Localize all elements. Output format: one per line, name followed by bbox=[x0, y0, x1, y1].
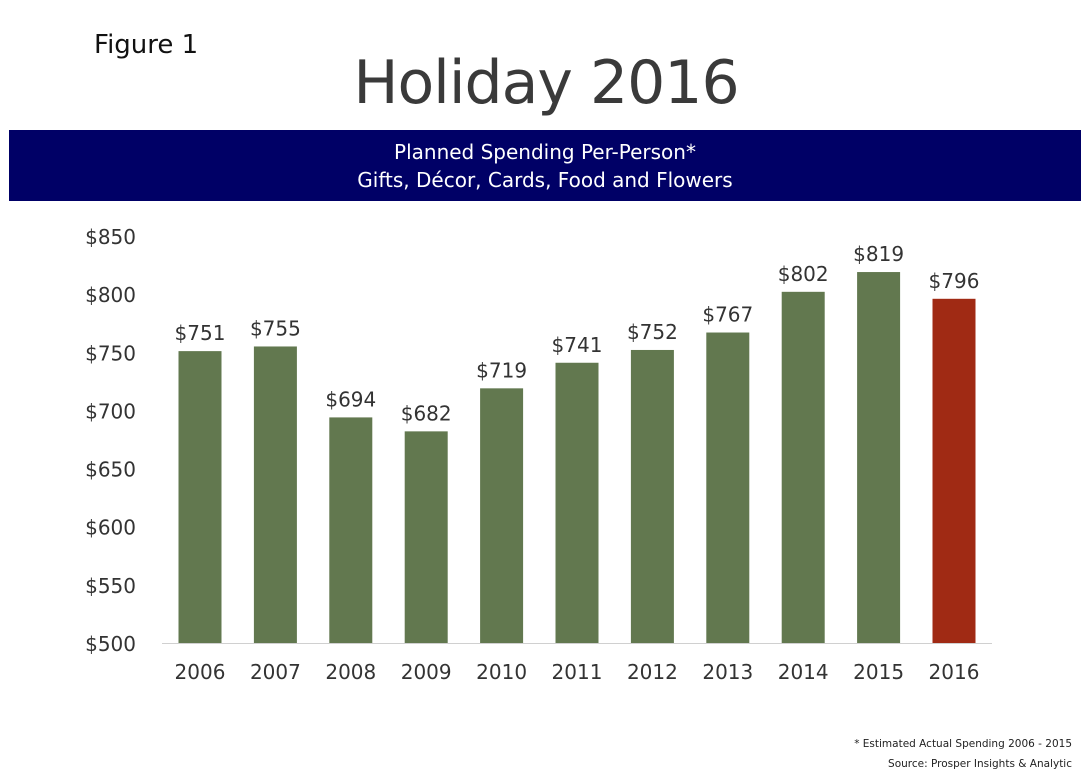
y-tick-label: $650 bbox=[85, 458, 136, 482]
bar-2013 bbox=[706, 332, 750, 643]
bar-2007 bbox=[253, 346, 297, 643]
data-label: $741 bbox=[552, 333, 603, 357]
x-tick-label: 2012 bbox=[627, 660, 678, 684]
page-title: Holiday 2016 bbox=[353, 48, 739, 118]
y-tick-label: $600 bbox=[85, 516, 136, 540]
data-label: $767 bbox=[702, 303, 753, 327]
bar-2008 bbox=[329, 417, 373, 643]
footnote: * Estimated Actual Spending 2006 - 2015 bbox=[854, 738, 1072, 750]
data-label: $751 bbox=[175, 321, 226, 345]
x-tick-label: 2007 bbox=[250, 660, 301, 684]
y-tick-label: $700 bbox=[85, 399, 136, 423]
x-tick-label: 2006 bbox=[175, 660, 226, 684]
bar-2012 bbox=[630, 349, 674, 643]
bar-2010 bbox=[480, 388, 524, 643]
x-tick-label: 2014 bbox=[778, 660, 829, 684]
bar-2014 bbox=[781, 291, 825, 643]
x-tick-label: 2011 bbox=[552, 660, 603, 684]
x-tick-label: 2009 bbox=[401, 660, 452, 684]
data-label: $796 bbox=[929, 269, 980, 293]
y-tick-label: $800 bbox=[85, 283, 136, 307]
figure-label: Figure 1 bbox=[94, 30, 199, 60]
data-label: $694 bbox=[325, 387, 376, 411]
data-label: $682 bbox=[401, 401, 452, 425]
x-tick-label: 2013 bbox=[702, 660, 753, 684]
chart-subtitle: Gifts, Décor, Cards, Food and Flowers bbox=[357, 168, 733, 192]
chart-title-banner: Planned Spending Per-Person* Gifts, Déco… bbox=[9, 130, 1081, 201]
x-tick-label: 2016 bbox=[929, 660, 980, 684]
y-tick-label: $550 bbox=[85, 574, 136, 598]
data-label: $802 bbox=[778, 262, 829, 286]
x-tick-label: 2010 bbox=[476, 660, 527, 684]
bar-2011 bbox=[555, 362, 599, 643]
bar-2006 bbox=[178, 351, 222, 643]
bar-2009 bbox=[404, 431, 448, 643]
bar-2015 bbox=[857, 272, 901, 643]
data-label: $819 bbox=[853, 242, 904, 266]
y-tick-label: $500 bbox=[85, 632, 136, 656]
x-tick-label: 2015 bbox=[853, 660, 904, 684]
bar-2016 bbox=[932, 298, 976, 643]
x-tick-label: 2008 bbox=[325, 660, 376, 684]
source-note: Source: Prosper Insights & Analytic bbox=[888, 758, 1072, 770]
chart-title: Planned Spending Per-Person* bbox=[394, 140, 696, 164]
data-label: $752 bbox=[627, 320, 678, 344]
data-label: $719 bbox=[476, 358, 527, 382]
y-tick-label: $750 bbox=[85, 341, 136, 365]
y-tick-label: $850 bbox=[85, 225, 136, 249]
data-label: $755 bbox=[250, 316, 301, 340]
